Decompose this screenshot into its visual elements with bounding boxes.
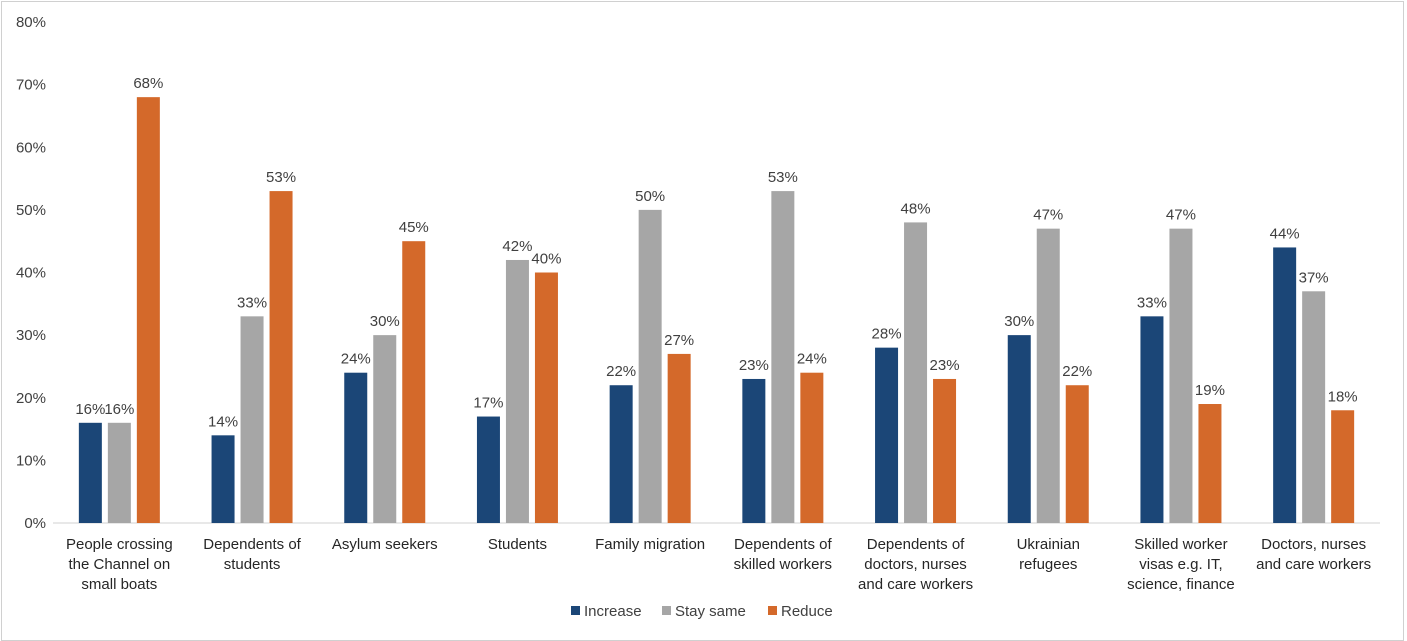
x-category-label: Dependents of bbox=[203, 536, 301, 553]
x-category-label: science, finance bbox=[1127, 576, 1235, 593]
data-label: 45% bbox=[399, 219, 429, 236]
y-tick-label: 20% bbox=[16, 390, 46, 407]
data-label: 42% bbox=[502, 238, 532, 255]
bar-stay-same bbox=[1169, 228, 1193, 523]
x-category-label: People crossing bbox=[66, 536, 173, 553]
data-label: 16% bbox=[75, 401, 105, 418]
x-category-label: the Channel on bbox=[68, 556, 170, 573]
data-label: 28% bbox=[872, 326, 902, 343]
bar-stay-same bbox=[771, 191, 795, 523]
x-category-label: and care workers bbox=[1256, 556, 1371, 573]
bar-reduce bbox=[1331, 410, 1355, 523]
bar-stay-same bbox=[107, 422, 131, 523]
data-label: 48% bbox=[901, 200, 931, 217]
bar-increase bbox=[1007, 335, 1031, 523]
x-category-label: Dependents of bbox=[867, 536, 965, 553]
data-label: 33% bbox=[237, 294, 267, 311]
bar-reduce bbox=[269, 191, 293, 523]
bar-reduce bbox=[933, 378, 957, 523]
bar-stay-same bbox=[904, 222, 928, 523]
data-label: 40% bbox=[531, 251, 561, 268]
bar-increase bbox=[78, 422, 102, 523]
bar-increase bbox=[1273, 247, 1297, 523]
data-label: 24% bbox=[341, 351, 371, 368]
bar-reduce bbox=[1198, 404, 1222, 523]
legend-swatch bbox=[768, 606, 777, 615]
bar-stay-same bbox=[505, 259, 529, 523]
y-tick-label: 60% bbox=[16, 139, 46, 156]
x-category-label: students bbox=[224, 556, 281, 573]
y-tick-label: 70% bbox=[16, 77, 46, 94]
data-label: 16% bbox=[104, 401, 134, 418]
bar-increase bbox=[344, 372, 368, 523]
x-category-label: Students bbox=[488, 536, 547, 553]
data-label: 24% bbox=[797, 351, 827, 368]
bar-reduce bbox=[402, 241, 426, 523]
x-category-label: Doctors, nurses bbox=[1261, 536, 1366, 553]
bar-reduce bbox=[136, 97, 160, 524]
data-label: 47% bbox=[1166, 207, 1196, 224]
x-category-label: doctors, nurses bbox=[864, 556, 967, 573]
y-tick-label: 0% bbox=[24, 515, 46, 532]
y-tick-label: 30% bbox=[16, 327, 46, 344]
bar-stay-same bbox=[1302, 291, 1326, 523]
data-label: 53% bbox=[768, 169, 798, 186]
data-label: 37% bbox=[1299, 269, 1329, 286]
data-label: 68% bbox=[133, 75, 163, 92]
bar-stay-same bbox=[638, 209, 662, 523]
bar-reduce bbox=[667, 353, 691, 523]
data-label: 22% bbox=[606, 363, 636, 380]
data-label: 23% bbox=[930, 357, 960, 374]
data-label: 17% bbox=[473, 395, 503, 412]
bar-stay-same bbox=[373, 335, 397, 523]
bar-stay-same bbox=[1036, 228, 1060, 523]
bar-increase bbox=[211, 435, 235, 523]
bar-stay-same bbox=[240, 316, 264, 523]
grouped-bar-chart: 0% 10% 20% 30% 40% 50% 60% 70% 80% 16%16% 68% Peopl… bbox=[16, 14, 1380, 620]
y-tick-label: 50% bbox=[16, 202, 46, 219]
data-label: 27% bbox=[664, 332, 694, 349]
data-label: 19% bbox=[1195, 382, 1225, 399]
y-tick-label: 10% bbox=[16, 452, 46, 469]
bar-reduce bbox=[800, 372, 824, 523]
data-label: 44% bbox=[1270, 225, 1300, 242]
data-label: 33% bbox=[1137, 294, 1167, 311]
y-tick-label: 80% bbox=[16, 14, 46, 31]
bar-increase bbox=[875, 347, 899, 523]
x-category-label: visas e.g. IT, bbox=[1139, 556, 1222, 573]
x-category-label: Family migration bbox=[595, 536, 705, 553]
legend-swatch bbox=[662, 606, 671, 615]
x-category-label: and care workers bbox=[858, 576, 973, 593]
data-label: 30% bbox=[370, 313, 400, 330]
x-category-label: Dependents of bbox=[734, 536, 832, 553]
data-label: 47% bbox=[1033, 207, 1063, 224]
y-tick-label: 40% bbox=[16, 265, 46, 282]
bar-increase bbox=[1140, 316, 1164, 523]
data-label: 30% bbox=[1004, 313, 1034, 330]
bar-increase bbox=[476, 416, 500, 523]
bar-increase bbox=[742, 378, 766, 523]
legend-label: Increase bbox=[584, 603, 642, 620]
bar-increase bbox=[609, 385, 633, 523]
x-category-label: refugees bbox=[1019, 556, 1077, 573]
x-category-label: skilled workers bbox=[734, 556, 832, 573]
x-category-label: Ukrainian bbox=[1017, 536, 1080, 553]
x-category-label: small boats bbox=[81, 576, 157, 593]
legend-label: Reduce bbox=[781, 603, 833, 620]
legend-label: Stay same bbox=[675, 603, 746, 620]
data-label: 50% bbox=[635, 188, 665, 205]
data-label: 23% bbox=[739, 357, 769, 374]
legend-swatch bbox=[571, 606, 580, 615]
data-label: 14% bbox=[208, 413, 238, 430]
bar-reduce bbox=[534, 272, 558, 523]
data-label: 22% bbox=[1062, 363, 1092, 380]
x-category-label: Asylum seekers bbox=[332, 536, 438, 553]
data-label: 18% bbox=[1328, 388, 1358, 405]
bar-reduce bbox=[1065, 385, 1089, 523]
x-category-label: Skilled worker bbox=[1134, 536, 1227, 553]
data-label: 53% bbox=[266, 169, 296, 186]
